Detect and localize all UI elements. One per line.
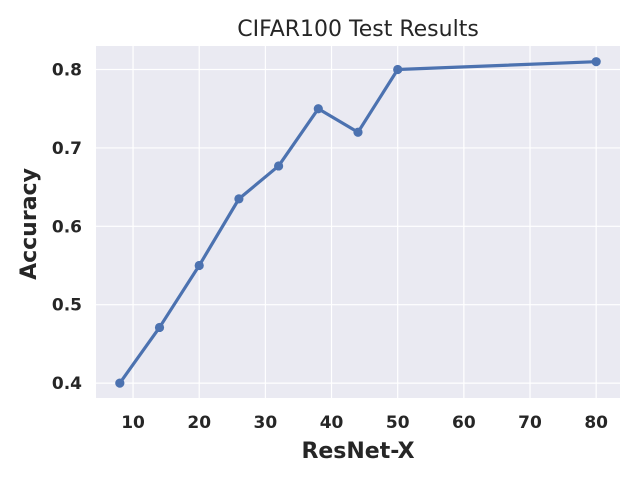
- x-tick-label: 30: [254, 413, 278, 433]
- chart-title: CIFAR100 Test Results: [237, 17, 479, 42]
- x-tick-label: 60: [452, 413, 476, 433]
- data-point: [313, 104, 323, 114]
- y-axis-label: Accuracy: [17, 168, 42, 280]
- grid: [96, 46, 620, 398]
- data-point: [274, 161, 284, 171]
- x-axis-label: ResNet-X: [301, 439, 414, 464]
- x-tick-label: 50: [386, 413, 410, 433]
- x-tick-label: 80: [584, 413, 608, 433]
- data-point: [393, 64, 403, 75]
- x-tick-labels: 10 20 30 40 50 60 70 80: [121, 413, 608, 433]
- x-tick-label: 10: [121, 413, 145, 433]
- data-point: [115, 378, 125, 388]
- data-point: [194, 260, 204, 271]
- x-tick-label: 20: [187, 413, 211, 433]
- y-tick-label: 0.6: [52, 217, 82, 237]
- y-tick-label: 0.4: [52, 374, 82, 394]
- x-tick-label: 40: [320, 413, 344, 433]
- data-point: [234, 194, 244, 204]
- data-point: [353, 127, 363, 137]
- series-line-group: [115, 57, 601, 388]
- x-tick-label: 70: [518, 413, 542, 433]
- y-tick-label: 0.5: [52, 296, 82, 316]
- data-point: [591, 57, 601, 67]
- plot-area: [96, 46, 620, 398]
- y-tick-label: 0.7: [52, 139, 82, 159]
- y-tick-label: 0.8: [52, 61, 82, 81]
- y-tick-labels: 0.4 0.5 0.6 0.7 0.8: [52, 61, 82, 395]
- data-point: [154, 322, 165, 333]
